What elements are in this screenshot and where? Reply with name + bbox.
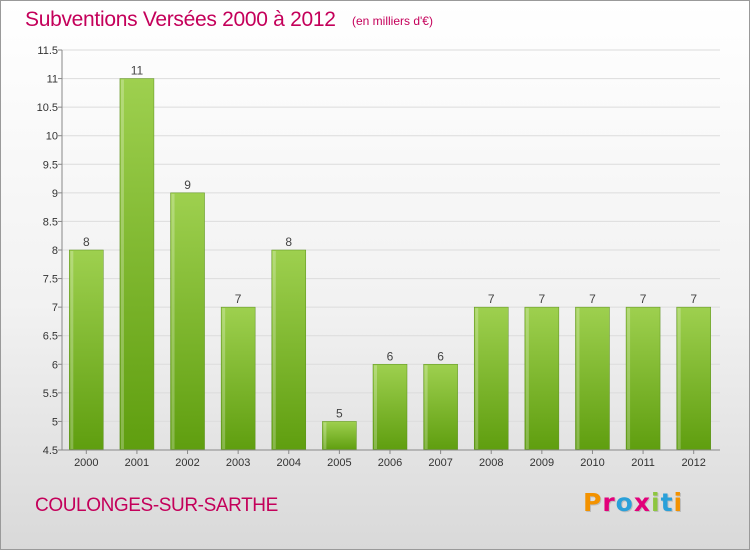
- y-tick-label: 10: [46, 131, 58, 143]
- bar-value-label: 9: [184, 178, 191, 192]
- bar-highlight: [475, 308, 479, 449]
- logo-letter: r: [602, 488, 616, 517]
- bar-2004: [271, 249, 307, 451]
- bar-highlight: [677, 308, 681, 449]
- x-tick-label: 2008: [479, 457, 503, 469]
- bar-highlight: [323, 422, 327, 449]
- y-tick-label: 5.5: [43, 388, 58, 400]
- bar-value-label: 5: [336, 406, 343, 420]
- bar-highlight: [222, 308, 226, 449]
- bar-highlight: [120, 79, 124, 450]
- y-tick-label: 11.5: [37, 45, 58, 57]
- bar-highlight: [525, 308, 529, 449]
- logo-letter: x: [633, 488, 651, 517]
- bar-2012: [676, 306, 711, 451]
- logo-letter: i: [651, 488, 661, 517]
- bar-highlight: [576, 308, 580, 449]
- x-tick-label: 2010: [580, 457, 604, 469]
- bar-value-label: 11: [131, 64, 144, 78]
- y-tick-label: 4.5: [43, 445, 58, 457]
- bar-value-label: 8: [83, 235, 90, 249]
- axes: 4.5 5 5.5 6 6.5 7 7.5 8 8.5 9 9.5 10 10.5 11 11.5 2000 2…: [37, 45, 720, 469]
- bar-highlight: [627, 308, 631, 449]
- bar-2009: [524, 306, 560, 451]
- bar-2008: [473, 306, 509, 451]
- logo-letter: t: [660, 488, 674, 517]
- bars: 8 11 9 7 8 5 6 6 7 7 7 7 7: [69, 64, 711, 451]
- bar-value-label: 8: [285, 235, 292, 249]
- logo-letter: i: [673, 488, 684, 517]
- x-tick-label: 2006: [378, 457, 402, 469]
- x-tick-label: 2012: [681, 457, 705, 469]
- bar-value-label: 7: [235, 292, 242, 306]
- y-tick-label: 8.5: [43, 216, 58, 228]
- x-tick-label: 2001: [125, 457, 149, 469]
- y-tick-label: 9.5: [43, 159, 58, 171]
- bar-2003: [220, 306, 256, 451]
- bar-highlight: [272, 251, 276, 449]
- bar-value-label: 6: [387, 349, 394, 363]
- logo-letter: P: [583, 488, 603, 517]
- y-tick-label: 9: [52, 188, 58, 200]
- bar-value-label: 7: [488, 292, 495, 306]
- x-tick-label: 2004: [277, 457, 301, 469]
- bar-value-label: 7: [690, 292, 697, 306]
- x-tick-label: 2009: [530, 457, 554, 469]
- bar-2007: [423, 364, 458, 451]
- x-tick-label: 2000: [74, 457, 98, 469]
- x-tick-label: 2007: [428, 457, 452, 469]
- bar-2006: [372, 364, 408, 451]
- bar-2011: [625, 306, 661, 451]
- y-tick-label: 11: [47, 74, 58, 86]
- y-tick-label: 5: [52, 416, 58, 428]
- x-tick-label: 2003: [226, 457, 250, 469]
- bar-value-label: 7: [640, 292, 647, 306]
- x-tick-label: 2011: [631, 457, 655, 469]
- x-tick-label: 2005: [327, 457, 351, 469]
- x-tick-label: 2002: [175, 457, 199, 469]
- y-tick-label: 8: [52, 245, 58, 257]
- y-tick-label: 6.5: [43, 331, 58, 343]
- y-tick-label: 6: [52, 359, 58, 371]
- logo-letter: o: [615, 488, 634, 517]
- bar-2010: [575, 306, 610, 451]
- bar-highlight: [171, 193, 175, 449]
- bar-highlight: [374, 365, 377, 449]
- chart-subtitle: (en milliers d'€): [352, 14, 433, 28]
- y-tick-label: 7.5: [43, 274, 58, 286]
- bar-value-label: 6: [437, 349, 444, 363]
- bar-2005: [322, 421, 357, 451]
- bar-highlight: [424, 365, 428, 449]
- bar-highlight: [70, 251, 74, 449]
- y-tick-label: 10.5: [37, 102, 58, 114]
- chart-title: Subventions Versées 2000 à 2012: [25, 8, 336, 31]
- y-tick-label: 7: [52, 302, 58, 314]
- bar-2002: [170, 192, 205, 451]
- commune-name: COULONGES-SUR-SARTHE: [35, 495, 278, 516]
- bar-value-label: 7: [539, 292, 546, 306]
- bar-value-label: 7: [589, 292, 596, 306]
- proxiti-logo[interactable]: Proxiti: [583, 488, 683, 517]
- bar-2001: [119, 78, 155, 451]
- bar-2000: [69, 249, 104, 451]
